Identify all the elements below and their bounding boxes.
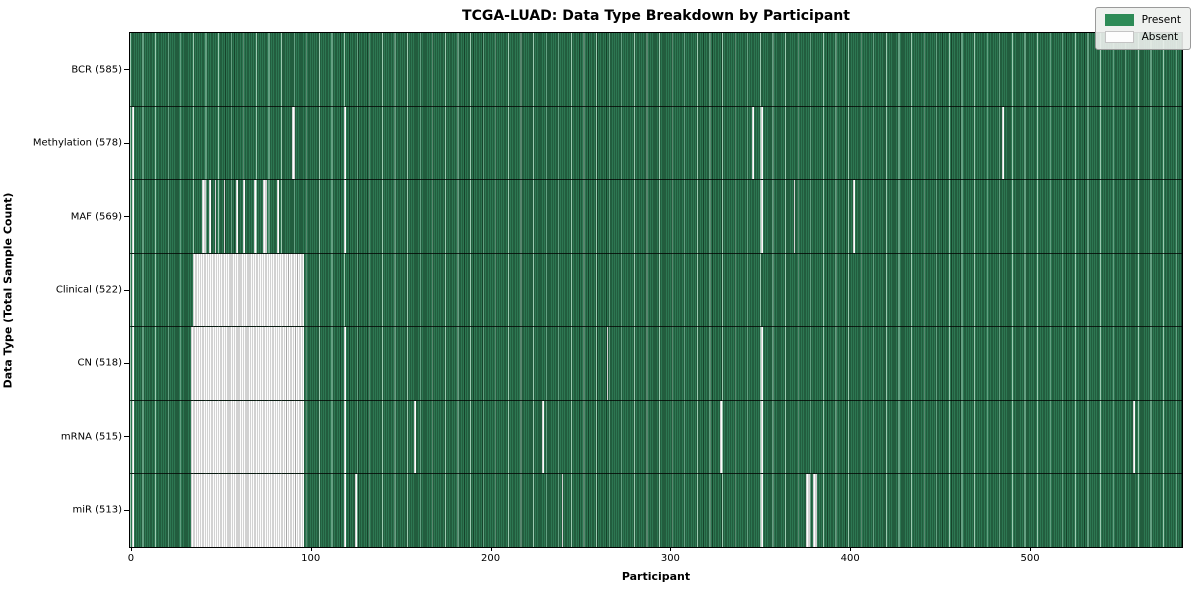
absent-stripe [343,106,346,180]
absent-stripe [761,327,763,400]
y-tick-mark [124,436,129,438]
y-tick-label: Methylation (578) [32,137,122,149]
absent-stripe [852,180,855,253]
absent-stripe [793,180,796,253]
absent-stripe [131,327,134,400]
absent-stripe [263,180,267,253]
absent-stripe [214,180,217,253]
y-tick-label: Clinical (522) [55,284,122,296]
x-tick-mark [310,547,312,551]
row-bcr [130,33,1182,106]
x-axis-label: Participant [621,570,691,583]
absent-stripe [277,180,280,253]
y-tick-labels: BCR (585) Methylation (578) MAF (569) Clini… [0,33,122,547]
x-tick-mark [850,547,852,551]
y-tick-mark [124,509,129,511]
chart-title: TCGA-LUAD: Data Type Breakdown by Partic… [462,8,850,24]
absent-stripe [291,106,296,180]
absent-stripe [752,106,754,180]
absent-stripe [191,327,305,400]
absent-stripe [761,400,763,474]
absent-stripe [201,180,206,253]
x-tick-label: 500 [1020,553,1040,564]
y-tick-label: miR (513) [72,504,122,516]
row-methylation [130,105,1182,180]
x-tick-mark [1030,547,1032,551]
absent-stripe [131,474,134,548]
legend-entry-absent: Absent [1104,31,1181,43]
y-tick-label: CN (518) [77,357,122,369]
y-tick-label: MAF (569) [70,211,122,223]
x-tick-label: 300 [660,553,680,564]
absent-stripe [414,400,416,474]
absent-stripe [606,327,609,400]
absent-stripe [719,400,722,474]
y-tick-label: mRNA (515) [60,431,122,443]
y-tick-mark [124,216,129,218]
y-tick-mark [124,289,129,291]
absent-stripe [254,180,256,253]
absent-stripe [343,400,346,474]
x-tick-label: 200 [481,553,501,564]
y-tick-mark [124,142,129,144]
absent-stripe [1133,400,1136,474]
y-tick-marks [124,33,129,547]
x-tick-label: 400 [840,553,860,564]
absent-stripe [343,327,346,400]
x-tick-label: 100 [301,553,321,564]
y-tick-mark [124,69,129,71]
absent-stripe [1002,106,1004,180]
x-tick-mark [490,547,492,551]
row-mir [130,473,1182,548]
absent-stripe [131,400,134,474]
absent-stripe [343,180,346,253]
absent-stripe [806,474,810,548]
row-mrna [130,399,1182,474]
absent-stripe [813,474,817,548]
absent-stripe [243,180,246,253]
absent-stripe [761,474,763,548]
legend-label-present: Present [1141,14,1181,26]
absent-stripe [761,180,763,253]
absent-stripe [131,253,134,327]
absent-swatch-icon [1104,31,1134,43]
x-tick-mark [130,547,132,551]
absent-stripe [131,180,134,253]
legend-label-absent: Absent [1141,31,1179,43]
absent-stripe [236,180,238,253]
absent-stripe [209,180,211,253]
y-tick-mark [124,362,129,364]
absent-stripe [223,180,226,253]
y-tick-label: BCR (585) [71,64,122,76]
absent-stripe [541,400,544,474]
x-tick-label: 0 [127,553,135,564]
absent-stripe [561,474,564,548]
absent-stripe [192,253,305,327]
row-cn [130,326,1182,400]
x-axis: 0 100 200 300 400 500 [127,547,1182,577]
x-tick-mark [670,547,672,551]
absent-stripe [343,474,346,548]
present-swatch-icon [1104,14,1134,26]
row-maf [130,179,1182,253]
absent-stripe [191,474,305,548]
legend: Present Absent [1094,7,1191,50]
absent-stripe [131,106,134,180]
absent-stripe [191,400,305,474]
plot-area [129,32,1183,548]
row-clinical [130,252,1182,327]
absent-stripe [761,106,763,180]
absent-stripe [354,474,357,548]
legend-entry-present: Present [1104,14,1181,26]
